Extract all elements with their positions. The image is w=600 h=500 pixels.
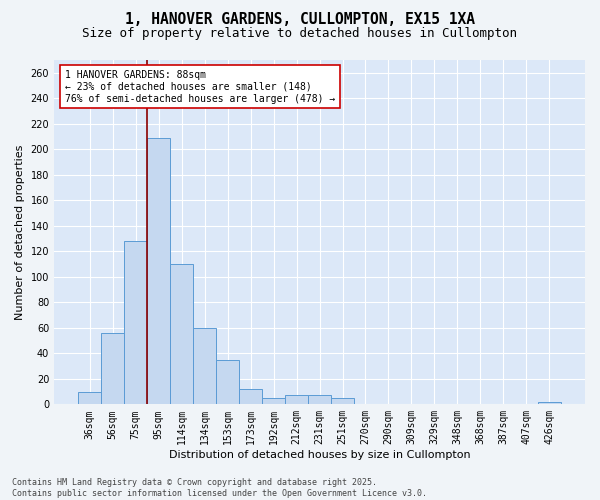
Bar bbox=[147, 138, 170, 404]
Bar bbox=[285, 396, 308, 404]
Bar bbox=[308, 396, 331, 404]
Bar bbox=[170, 264, 193, 404]
Bar bbox=[78, 392, 101, 404]
Bar bbox=[239, 389, 262, 404]
Y-axis label: Number of detached properties: Number of detached properties bbox=[15, 144, 25, 320]
Bar bbox=[124, 241, 147, 404]
Bar bbox=[538, 402, 561, 404]
Bar bbox=[331, 398, 354, 404]
Bar bbox=[193, 328, 216, 404]
Text: Size of property relative to detached houses in Cullompton: Size of property relative to detached ho… bbox=[83, 28, 517, 40]
Bar bbox=[262, 398, 285, 404]
Bar bbox=[216, 360, 239, 405]
X-axis label: Distribution of detached houses by size in Cullompton: Distribution of detached houses by size … bbox=[169, 450, 470, 460]
Text: 1, HANOVER GARDENS, CULLOMPTON, EX15 1XA: 1, HANOVER GARDENS, CULLOMPTON, EX15 1XA bbox=[125, 12, 475, 28]
Text: 1 HANOVER GARDENS: 88sqm
← 23% of detached houses are smaller (148)
76% of semi-: 1 HANOVER GARDENS: 88sqm ← 23% of detach… bbox=[65, 70, 335, 104]
Text: Contains HM Land Registry data © Crown copyright and database right 2025.
Contai: Contains HM Land Registry data © Crown c… bbox=[12, 478, 427, 498]
Bar bbox=[101, 333, 124, 404]
